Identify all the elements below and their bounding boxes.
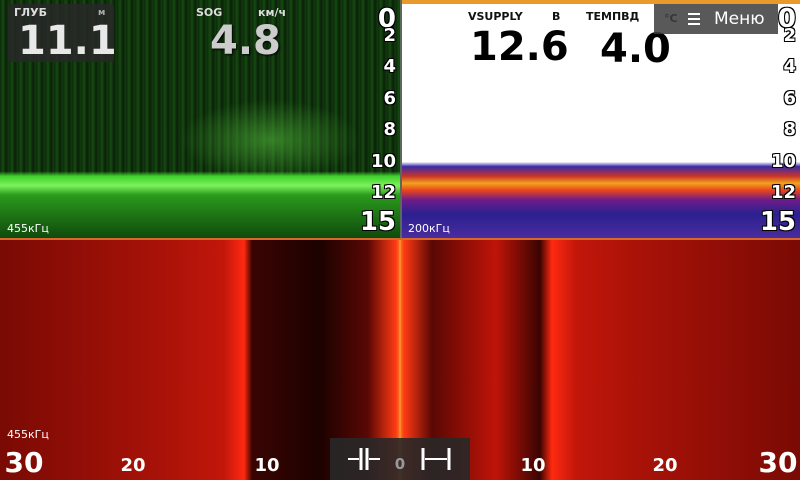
- range-tick-label: 30: [4, 446, 44, 479]
- depth-tick-label: 2: [783, 25, 796, 46]
- center-line: [399, 240, 401, 480]
- water-temp-label: ТЕМПВД: [586, 10, 640, 23]
- depth-tick-label: 0: [377, 4, 396, 34]
- frequency: 455кГц: [7, 222, 49, 235]
- depth-tick-label: 8: [383, 119, 396, 140]
- zoom-out-button[interactable]: [420, 446, 452, 472]
- range-tick-label: 0: [394, 455, 406, 473]
- depth-tick-label: 0: [777, 4, 796, 34]
- sog-unit: км/ч: [258, 6, 287, 19]
- depth-tick-label: 6: [383, 88, 396, 109]
- divider: [0, 238, 800, 240]
- depth-tick-label: 12: [370, 182, 396, 203]
- range-tick-label: 20: [120, 455, 146, 476]
- depth-tick-label: 4: [783, 56, 796, 77]
- range-tick-label: 20: [652, 455, 678, 476]
- depth-tick-label: 10: [770, 151, 796, 172]
- depth-tick-label: 4: [383, 56, 396, 77]
- vsupply-label: VSUPPLY: [468, 10, 523, 23]
- depth-tick-label: 2: [383, 25, 396, 46]
- range-tick-label: 30: [758, 446, 798, 479]
- divider: [400, 0, 402, 238]
- zoom-in-button[interactable]: [348, 446, 380, 472]
- sonar-pane-2d: ГЛУБ м 11.1 SOG км/ч 4.8 455кГц 0 2 4 6 8 10 1…: [0, 0, 400, 238]
- frequency: 200кГц: [408, 222, 450, 235]
- depth-tick-label: 10: [370, 151, 396, 172]
- range-control: [330, 438, 470, 480]
- menu-button[interactable]: Меню: [654, 4, 778, 34]
- range-tick-label: 10: [254, 455, 280, 476]
- depth-value: 11.1: [18, 18, 117, 64]
- depth-tick-label: 15: [359, 207, 396, 237]
- depth-tick-label: 8: [783, 119, 796, 140]
- sog-value: 4.8: [210, 18, 281, 64]
- menu-icon: [688, 13, 700, 25]
- depth-unit: м: [98, 8, 106, 18]
- menu-label[interactable]: Меню: [714, 9, 765, 29]
- sog-label: SOG: [196, 6, 223, 19]
- depth-tick-label: 12: [770, 182, 796, 203]
- depth-box: [8, 4, 114, 62]
- frequency: 455кГц: [7, 428, 49, 441]
- depth-tick-label: 15: [759, 207, 796, 237]
- vsupply-unit: В: [552, 10, 561, 23]
- depth-label: ГЛУБ: [14, 6, 48, 19]
- range-tick-label: 10: [520, 455, 546, 476]
- vsupply-value: 12.6: [470, 24, 569, 70]
- depth-tick-label: 6: [783, 88, 796, 109]
- sonar-pane-color: VSUPPLY В 12.6 ТЕМПВД °C 4.0 200кГц 0246…: [402, 0, 800, 238]
